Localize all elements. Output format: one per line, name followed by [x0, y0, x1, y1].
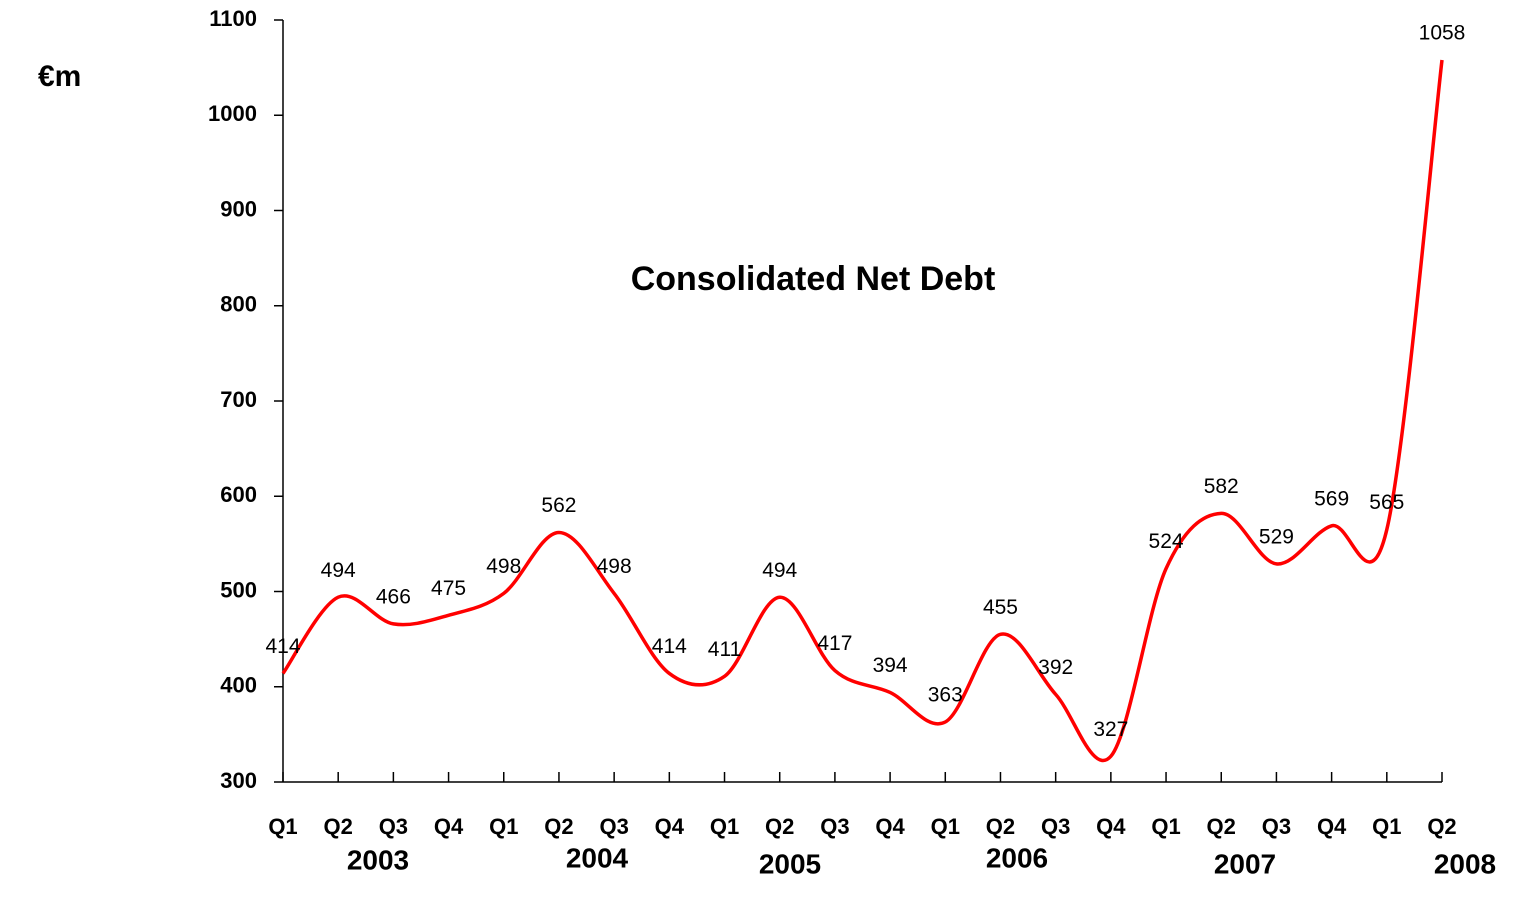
x-tick-label: Q4 [1096, 814, 1126, 839]
x-tick-label: Q2 [544, 814, 573, 839]
x-tick-label: Q1 [268, 814, 297, 839]
line [281, 59, 1444, 762]
x-tick-label: Q3 [599, 814, 628, 839]
data-label: 529 [1259, 525, 1294, 548]
data-label: 494 [321, 559, 356, 582]
data-label: 414 [652, 635, 687, 658]
x-tick-label: Q2 [765, 814, 794, 839]
data-label: 582 [1204, 475, 1239, 498]
year-label: 2008 [1434, 848, 1496, 879]
data-label: 565 [1369, 491, 1404, 514]
data-label: 394 [873, 654, 908, 677]
data-label: 363 [928, 684, 963, 707]
year-label: 2006 [986, 842, 1048, 873]
x-tick-label: Q2 [1207, 814, 1236, 839]
x-tick-label: Q4 [1317, 814, 1347, 839]
data-label: 494 [762, 559, 797, 582]
x-tick-label: Q3 [379, 814, 408, 839]
data-label: 498 [486, 555, 521, 578]
data-label: 569 [1314, 487, 1349, 510]
data-label: 1058 [1419, 22, 1466, 45]
data-label: 475 [431, 577, 466, 600]
y-tick-label: 400 [220, 673, 257, 698]
data-label: 498 [597, 555, 632, 578]
data-label: 392 [1038, 656, 1073, 679]
y-tick-label: 900 [220, 196, 257, 221]
data-label: 466 [376, 585, 411, 608]
y-axis-label: €m [38, 60, 81, 93]
data-label: 417 [817, 632, 852, 655]
x-tick-label: Q1 [1151, 814, 1180, 839]
x-tick-label: Q3 [1041, 814, 1070, 839]
data-label: 562 [541, 494, 576, 517]
x-tick-label: Q1 [710, 814, 739, 839]
x-tick-label: Q4 [875, 814, 905, 839]
x-tick-label: Q1 [931, 814, 960, 839]
y-tick-label: 300 [220, 768, 257, 793]
x-tick-label: Q2 [1427, 814, 1456, 839]
data-label: 524 [1149, 530, 1184, 553]
x-tick-label: Q4 [434, 814, 464, 839]
y-tick-label: 600 [220, 482, 257, 507]
x-tick-label: Q1 [1372, 814, 1401, 839]
x-tick-label: Q3 [1262, 814, 1291, 839]
year-label: 2007 [1214, 848, 1276, 879]
data-label: 455 [983, 596, 1018, 619]
y-tick-label: 500 [220, 577, 257, 602]
y-tick-label: 800 [220, 292, 257, 317]
chart-title: Consolidated Net Debt [631, 260, 996, 298]
year-label: 2003 [347, 844, 409, 875]
year-label: 2004 [566, 842, 629, 873]
x-tick-label: Q4 [655, 814, 685, 839]
x-tick-label: Q2 [324, 814, 353, 839]
x-tick-label: Q1 [489, 814, 518, 839]
x-tick-label: Q3 [820, 814, 849, 839]
y-tick-label: 700 [220, 387, 257, 412]
y-tick-label: 1000 [208, 101, 257, 126]
y-tick-label: 1100 [209, 6, 257, 31]
data-label: 327 [1093, 718, 1128, 741]
data-label: 414 [265, 635, 300, 658]
data-label: 411 [708, 638, 741, 661]
x-tick-label: Q2 [986, 814, 1015, 839]
year-label: 2005 [759, 848, 821, 879]
